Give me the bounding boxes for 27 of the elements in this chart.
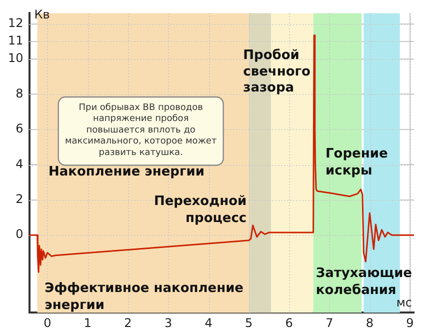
- band-label: Затухающие колебания: [316, 266, 412, 298]
- x-tick-label: 9: [406, 316, 414, 330]
- x-tick-label: 6: [285, 316, 293, 330]
- annotation: Пробой свечного зазора: [243, 48, 311, 96]
- x-tick-label: 3: [164, 316, 172, 330]
- y-tick-label: 4: [16, 156, 24, 171]
- x-tick-label: 5: [245, 316, 253, 330]
- x-tick-label: 8: [366, 316, 374, 330]
- y-tick-label: 6: [16, 122, 24, 136]
- y-tick-label: 10: [8, 51, 24, 66]
- y-tick-label: 8: [16, 86, 24, 100]
- y-axis-title: Кв: [34, 7, 50, 22]
- x-tick-label: 2: [124, 316, 132, 330]
- y-tick-label: 12: [8, 16, 24, 30]
- band-label: Переходной процесс: [154, 194, 247, 226]
- band-label: Эффективное накопление энергии: [44, 281, 244, 314]
- annotation: При обрывах ВВ проводов напряжение пробоя повышается вплоть до максимального, которое может развить катушка.: [64, 102, 217, 158]
- y-tick-label: 2: [16, 192, 24, 206]
- band-label: Накопление энергии: [48, 164, 204, 180]
- y-tick-label: 0: [16, 227, 24, 242]
- x-tick-label: 1: [84, 316, 92, 330]
- x-axis-title: мс: [396, 296, 412, 310]
- y-tick-label: 11: [8, 34, 24, 48]
- x-tick-label: 4: [204, 316, 212, 330]
- x-tick-label: 7: [326, 316, 334, 330]
- x-tick-label: 0: [44, 316, 52, 330]
- band-label: Горение искры: [326, 146, 388, 178]
